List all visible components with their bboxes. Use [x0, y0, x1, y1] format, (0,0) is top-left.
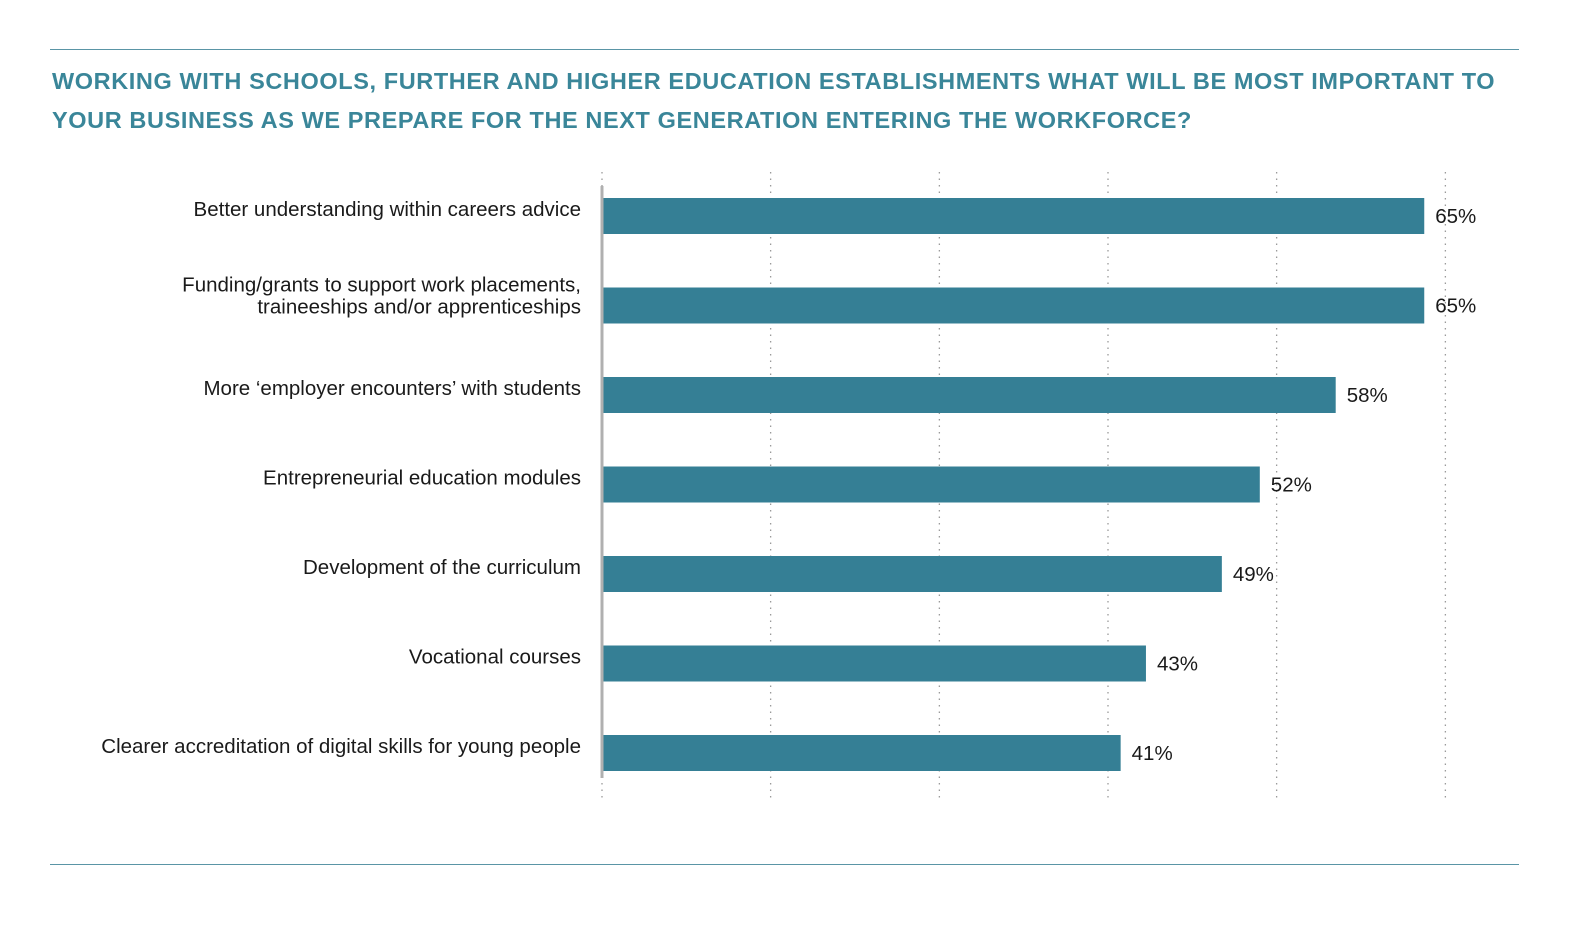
value-labels: 65% 65% 58% 52% 49% 43% 41%: [1132, 205, 1477, 765]
value-label: 52%: [1271, 474, 1312, 497]
category-label: Development of the curriculum: [303, 556, 581, 579]
category-label: Entrepreneurial education modules: [263, 467, 581, 490]
category-label: Better understanding within careers advi…: [194, 198, 581, 221]
category-label: Vocational courses: [409, 646, 581, 669]
value-label: 49%: [1233, 563, 1274, 586]
bars: [602, 198, 1425, 771]
top-divider: [50, 49, 1519, 50]
value-label: 65%: [1435, 295, 1476, 318]
bottom-divider: [50, 864, 1519, 865]
category-label: More ‘employer encounters’ with students: [203, 377, 581, 400]
value-label: 58%: [1347, 384, 1388, 407]
value-label: 43%: [1157, 653, 1198, 676]
category-labels: Better understanding within careers advi…: [101, 198, 581, 758]
bar: [602, 645, 1146, 682]
bar: [602, 198, 1425, 234]
bar: [602, 556, 1222, 592]
value-label: 41%: [1132, 742, 1173, 765]
bar: [602, 287, 1425, 324]
category-label: traineeships and/or apprenticeships: [257, 296, 581, 319]
bar: [602, 377, 1336, 413]
category-label: Clearer accreditation of digital skills …: [101, 735, 581, 758]
bar: [602, 735, 1121, 771]
category-label: Funding/grants to support work placement…: [182, 274, 581, 297]
chart-title: WORKING WITH SCHOOLS, FURTHER AND HIGHER…: [52, 68, 1496, 133]
bar: [602, 466, 1260, 503]
value-label: 65%: [1435, 205, 1476, 228]
